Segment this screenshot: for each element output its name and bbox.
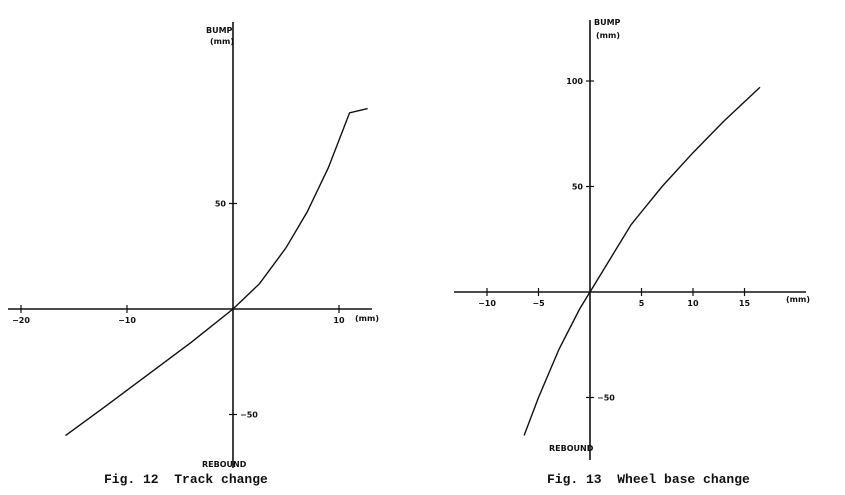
x-axis-unit: (mm): [355, 314, 379, 323]
y-tick-label: 50: [572, 183, 584, 192]
x-tick-label: −10: [478, 299, 496, 308]
series-line-0: [65, 107, 368, 437]
x-tick-label: −10: [118, 316, 136, 325]
x-tick-label: 10: [687, 299, 699, 308]
y-tick-label: 100: [566, 77, 583, 86]
figure-caption: Fig. 12 Track change: [104, 472, 268, 487]
x-tick-label: 10: [333, 316, 345, 325]
figure-caption: Fig. 13 Wheel base change: [547, 472, 750, 487]
chart-wheel-base-change: −10 −5 5 10 15 100 50 −50 BUMP (mm) REBOUND (mm) Fig…: [454, 18, 810, 487]
x-tick-label: −20: [12, 316, 30, 325]
y-axis-unit: (mm): [596, 31, 620, 40]
x-tick-label: −5: [532, 299, 545, 308]
y-tick-label: 50: [215, 200, 227, 209]
x-tick-label: 15: [739, 299, 751, 308]
x-axis-unit: (mm): [786, 295, 810, 304]
y-axis-unit: (mm): [210, 37, 234, 46]
y-axis-label-bump: BUMP: [206, 26, 233, 35]
y-axis-label-rebound: REBOUND: [549, 444, 594, 453]
chart-track-change: −20 −10 10 50 −50 BUMP (mm) REBOUND (mm) Fig. 12 …: [8, 22, 379, 487]
x-tick-label: 5: [639, 299, 645, 308]
y-axis-label-bump: BUMP: [594, 18, 621, 27]
y-axis-label-rebound: REBOUND: [202, 460, 247, 469]
series-line-0: [523, 86, 761, 436]
y-tick-label: −50: [240, 411, 258, 420]
y-tick-label: −50: [597, 394, 615, 403]
